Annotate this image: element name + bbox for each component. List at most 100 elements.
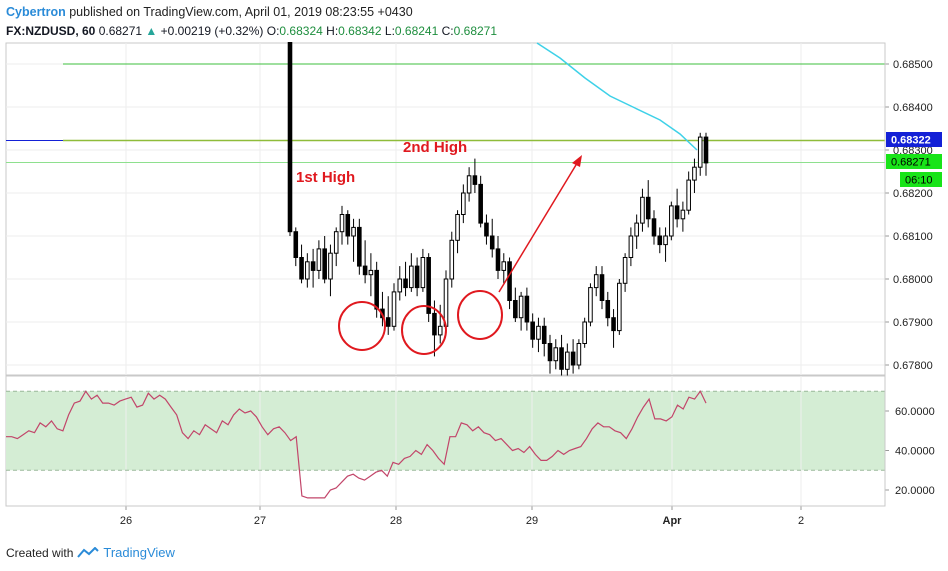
bear-candle [426, 257, 431, 314]
bear-candle [513, 300, 518, 319]
bull-candle [680, 209, 686, 220]
bear-candle [645, 196, 651, 220]
bear-candle [657, 235, 663, 246]
bear-candle [478, 183, 483, 224]
bull-candle [536, 325, 541, 340]
time-axis-label: 27 [254, 515, 266, 527]
countdown-badge-text: 06:10 [905, 175, 933, 187]
bear-candle [362, 265, 368, 276]
bull-candle [449, 239, 455, 280]
bull-candle [669, 205, 674, 237]
circle-marker-2 [401, 305, 447, 355]
bull-candle [588, 287, 593, 323]
bull-candle [420, 257, 426, 289]
bull-candle [409, 265, 414, 289]
low-label: L: [384, 24, 395, 38]
high-label: H: [326, 24, 339, 38]
bull-candle [582, 321, 587, 344]
moving-average-line [536, 42, 698, 151]
bull-candle [593, 274, 599, 289]
bull-candle [397, 278, 403, 293]
bear-candle [599, 274, 605, 302]
chart-header: Cybertron published on TradingView.com, … [6, 4, 413, 20]
bear-candle [432, 312, 437, 336]
bear-candle [484, 222, 489, 237]
bull-candle [391, 291, 397, 327]
bear-candle [605, 300, 611, 319]
rsi-axis-label: 40.0000 [895, 446, 935, 458]
bear-candle [611, 317, 616, 332]
bull-candle [351, 226, 356, 237]
price-badges: 0.68322 0.68271 06:10 [886, 132, 942, 187]
current-price-badge-text: 0.68322 [891, 135, 931, 147]
circle-marker-1 [338, 301, 386, 351]
price-pane[interactable]: 1st High 2nd High [5, 42, 886, 378]
projection-arrow-line [498, 159, 580, 293]
created-with-text: Created with [6, 545, 74, 560]
last-price-badge [886, 154, 942, 169]
high-value: 0.68342 [338, 24, 382, 38]
price-axis-label: 0.67800 [893, 360, 933, 372]
bull-candle [305, 261, 310, 280]
chart-canvas[interactable]: 1st High 2nd High 0.685000.684000.683000… [0, 0, 948, 540]
bull-candle [455, 214, 460, 241]
bull-candle [518, 295, 524, 319]
bull-candle [628, 235, 634, 258]
bear-candle [547, 343, 553, 362]
candles [287, 42, 709, 378]
rsi-line [6, 390, 707, 499]
time-axis[interactable]: 26 27 28 29 Apr 2 [6, 505, 885, 527]
countdown-badge [900, 172, 942, 187]
rsi-axis-label: 20.0000 [895, 485, 935, 497]
price-change: +0.00219 (+0.32%) [160, 24, 264, 38]
annotations: 1st High 2nd High [296, 139, 582, 355]
close-label: C: [441, 24, 454, 38]
bull-candle [466, 175, 472, 194]
first-high-label: 1st High [296, 169, 355, 186]
bear-candle [651, 218, 657, 237]
bull-candle [501, 261, 507, 271]
bear-candle [570, 351, 576, 366]
footer: Created with TradingView [6, 545, 175, 560]
bear-candle [293, 231, 299, 258]
time-axis-label: 29 [526, 515, 538, 527]
price-axis-label: 0.68000 [893, 274, 933, 286]
time-axis-label: 2 [798, 515, 804, 527]
circle-marker-3 [457, 290, 503, 340]
up-arrow-icon: ▲ [145, 24, 158, 38]
author-name[interactable]: Cybertron [6, 5, 66, 19]
bull-candle [686, 179, 691, 211]
published-text: published on TradingView.com, April 01, … [69, 5, 413, 19]
bull-candle [316, 248, 322, 271]
bear-candle [489, 235, 495, 250]
bear-candle [385, 317, 391, 327]
bull-candle [617, 282, 622, 332]
bear-candle [472, 175, 478, 185]
price-axis-label: 0.68200 [893, 188, 933, 200]
bull-candle [663, 235, 668, 246]
bear-candle [530, 321, 535, 340]
bull-candle [368, 269, 374, 276]
bull-candle [333, 231, 339, 254]
bear-candle [559, 347, 564, 370]
price-axis-label: 0.67900 [893, 317, 933, 329]
bear-candle [310, 261, 316, 271]
rsi-pane[interactable] [5, 375, 886, 507]
bull-candle [697, 136, 703, 168]
time-axis-label: 28 [390, 515, 402, 527]
tradingview-brand[interactable]: TradingView [103, 545, 175, 560]
bear-candle [541, 325, 547, 344]
rsi-axis[interactable]: 60.0000 40.0000 20.0000 [885, 406, 935, 497]
price-axis-label: 0.68100 [893, 231, 933, 243]
ohlc-legend: FX:NZDUSD, 60 0.68271 ▲ +0.00219 (+0.32%… [6, 23, 497, 39]
bear-candle [357, 226, 362, 267]
close-value: 0.68271 [453, 24, 498, 38]
last-price-badge-text: 0.68271 [891, 157, 931, 169]
symbol-label: FX:NZDUSD, 60 [6, 24, 96, 38]
price-axis[interactable]: 0.685000.684000.683000.682000.681000.680… [885, 59, 933, 372]
bull-candle [692, 166, 697, 181]
bear-candle [495, 248, 501, 271]
bear-candle [403, 278, 408, 289]
bull-candle [461, 192, 466, 215]
second-high-label: 2nd High [403, 139, 467, 156]
